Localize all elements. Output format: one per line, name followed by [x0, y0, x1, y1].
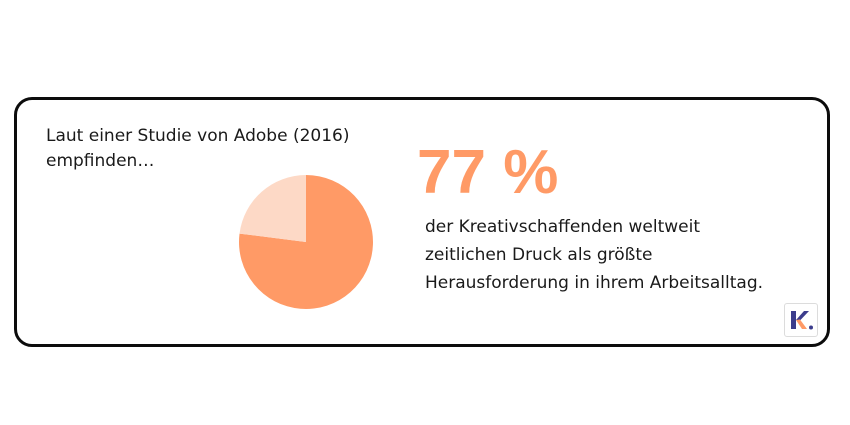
info-card [14, 97, 830, 347]
pie-slice-1 [239, 175, 306, 242]
description-line-2: zeitlichen Druck als größte [425, 245, 653, 265]
description-line-3: Herausforderung in ihrem Arbeitsalltag. [425, 273, 764, 293]
pie-chart-svg [239, 175, 373, 309]
highlight-percentage: 77 % [417, 138, 559, 207]
intro-line-1: Laut einer Studie von Adobe (2016) [46, 126, 350, 146]
description-text: der Kreativschaffenden weltweit zeitlich… [425, 213, 763, 297]
intro-line-2: empfinden… [46, 151, 155, 171]
pie-chart [236, 172, 376, 312]
k-logo-icon [784, 303, 818, 337]
k-logo-graphic [791, 311, 813, 330]
description-line-1: der Kreativschaffenden weltweit [425, 217, 701, 237]
intro-text: Laut einer Studie von Adobe (2016) empfi… [46, 124, 350, 174]
